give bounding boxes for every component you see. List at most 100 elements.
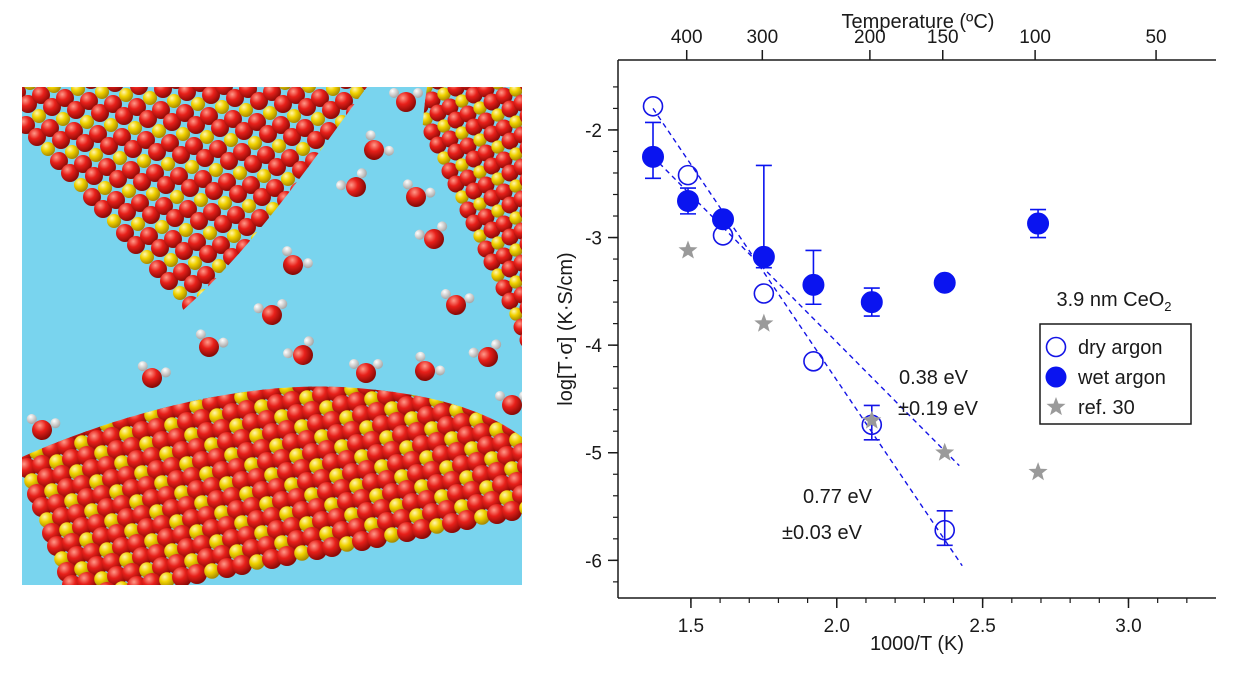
cerium-atom [185,160,199,174]
top-tick-label: 100 [1019,27,1051,48]
top-tick-label: 400 [671,27,703,48]
data-point-wet-argon [803,274,824,295]
y-tick-label: -3 [585,229,602,250]
cerium-atom [74,178,88,192]
hydrogen-atom [495,391,505,401]
y-tick-label: -5 [585,444,602,465]
cerium-atom [173,286,187,300]
cerium-atom [119,88,133,102]
cerium-atom [41,142,55,156]
cerium-atom [188,256,202,270]
hydrogen-atom [389,88,399,98]
y-tick-label: -6 [585,551,602,572]
cerium-atom [113,151,127,165]
legend-title-subscript: 2 [1164,299,1171,314]
y-tick-label: -4 [585,336,602,357]
cerium-atom [104,118,118,132]
cerium-atom [137,154,151,168]
cerium-atom [203,226,217,240]
cerium-atom [194,193,208,207]
cerium-atom [263,106,277,120]
cerium-atom [164,253,178,267]
cerium-atom [122,184,136,198]
cerium-atom [32,109,46,123]
y-tick-label: -2 [585,121,602,142]
cerium-atom [140,250,154,264]
cerium-atom [281,172,295,186]
oxygen-atom [502,395,522,415]
x-tick-label: 2.5 [969,616,995,637]
cerium-atom [179,223,193,237]
cerium-atom [89,148,103,162]
hydrogen-atom [373,359,383,369]
fit-annotation-dry-energy: 0.77 eV [803,486,873,508]
hydrogen-atom [413,88,423,98]
x-axis-title: 1000/T (K) [870,633,964,655]
oxygen-atom [322,537,342,557]
oxygen-atom [396,92,416,112]
cerium-atom [167,94,181,108]
cerium-atom [155,220,169,234]
x-tick-label: 2.0 [824,616,850,637]
cerium-atom [287,109,301,123]
top-tick-label: 50 [1145,27,1166,48]
cerium-atom [131,217,145,231]
oxygen-atom [412,519,432,539]
data-point-wet-argon [753,246,774,267]
cerium-atom [209,163,223,177]
cerium-atom [98,181,112,195]
oxygen-atom [502,501,522,521]
legend-label: wet argon [1077,367,1166,389]
data-point-dry-argon [804,352,823,371]
cerium-atom [257,169,271,183]
cerium-atom [191,97,205,111]
cerium-atom [152,124,166,138]
top-axis-title: Temperature (ºC) [842,11,995,33]
data-point-ref-30 [679,241,698,259]
cerium-atom [161,157,175,171]
cerium-atom [311,112,325,126]
cerium-atom [233,166,247,180]
data-point-wet-argon [643,146,664,167]
oxygen-atom [187,564,207,584]
fit-annotation-wet-energy: 0.38 eV [899,367,969,389]
oxygen-atom [277,546,297,566]
cerium-atom [218,196,232,210]
data-point-ref-30 [754,314,773,332]
oxygen-atom [356,363,376,383]
cerium-atom [248,136,262,150]
data-point-dry-argon [679,166,698,185]
oxygen-atom [457,510,477,530]
data-point-dry-argon [644,97,663,116]
legend-label: ref. 30 [1078,397,1135,419]
data-point-wet-argon [1028,213,1049,234]
cerium-atom [176,127,190,141]
cerium-atom [296,142,310,156]
data-point-wet-argon [678,190,699,211]
data-point-wet-argon [934,272,955,293]
y-axis-title: log[T·σ] (K·S/cm) [555,252,577,405]
fit-annotation-dry-error: ±0.03 eV [782,522,863,544]
x-tick-label: 1.5 [678,616,704,637]
oxygen-atom [367,528,387,548]
cerium-atom [242,199,256,213]
ceo2-nanoparticles-with-water-molecules-icon [22,87,522,585]
cerium-atom [200,130,214,144]
cerium-atom [239,103,253,117]
legend-title-main: 3.9 nm CeO [1056,289,1164,311]
oxygen-atom [232,555,252,575]
cerium-atom [146,187,160,201]
x-tick-label: 3.0 [1115,616,1141,637]
molecular-illustration [22,87,522,585]
data-point-dry-argon [754,284,773,303]
data-point-ref-30 [1029,462,1048,480]
cerium-atom [143,91,157,105]
legend-title: 3.9 nm CeO2 [1056,289,1171,314]
cerium-atom [80,115,94,129]
cerium-atom [56,112,70,126]
cerium-atom [224,133,238,147]
